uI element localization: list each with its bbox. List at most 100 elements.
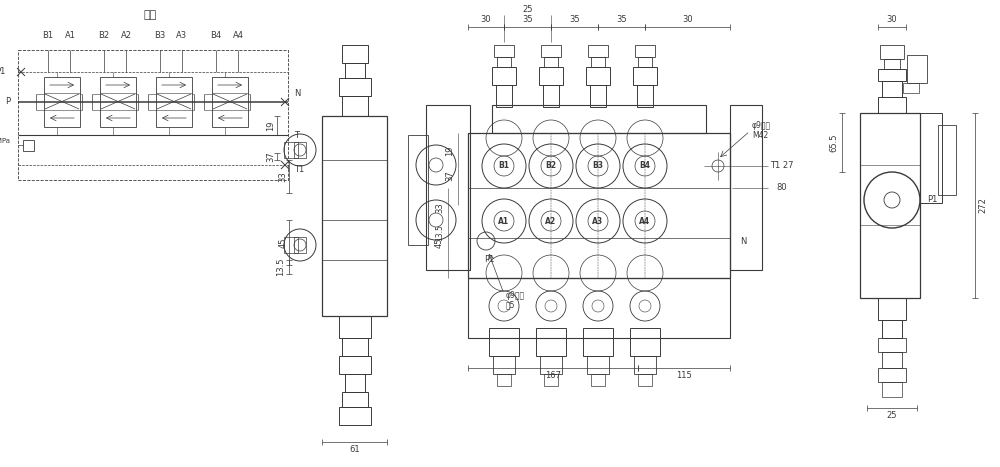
- Text: B2: B2: [98, 31, 110, 41]
- Bar: [539, 67, 563, 85]
- Text: P1: P1: [0, 68, 6, 77]
- Bar: [339, 78, 371, 96]
- Bar: [880, 45, 904, 59]
- Bar: [345, 63, 365, 78]
- Bar: [878, 368, 906, 382]
- Bar: [342, 338, 368, 356]
- Text: T1 27: T1 27: [770, 162, 794, 170]
- Bar: [342, 392, 368, 407]
- Text: A2: A2: [545, 217, 557, 226]
- Bar: [878, 97, 906, 113]
- Text: M42: M42: [752, 130, 768, 140]
- Bar: [635, 45, 655, 57]
- Text: 33: 33: [435, 203, 444, 213]
- Bar: [903, 83, 919, 93]
- Text: 35: 35: [569, 14, 580, 23]
- Text: 30: 30: [887, 14, 897, 23]
- Bar: [322, 116, 387, 316]
- Bar: [494, 45, 514, 57]
- Text: P1: P1: [927, 196, 937, 205]
- Text: 25: 25: [887, 411, 897, 420]
- Bar: [212, 77, 248, 127]
- Text: T: T: [294, 130, 299, 140]
- Bar: [408, 135, 428, 245]
- Text: 18MPa: 18MPa: [0, 138, 10, 144]
- Text: φ9螺纹: φ9螺纹: [752, 121, 771, 130]
- Text: B4: B4: [210, 31, 222, 41]
- Text: 30: 30: [481, 14, 491, 23]
- Text: A1: A1: [64, 31, 76, 41]
- Bar: [630, 328, 660, 356]
- Bar: [44, 77, 80, 127]
- Text: B3: B3: [154, 31, 166, 41]
- Bar: [920, 113, 942, 203]
- Text: 115: 115: [676, 372, 692, 381]
- Text: A4: A4: [232, 31, 244, 41]
- Bar: [637, 85, 653, 107]
- Bar: [345, 374, 365, 392]
- Bar: [536, 328, 566, 356]
- Text: A2: A2: [120, 31, 132, 41]
- Bar: [591, 374, 605, 386]
- Text: 167: 167: [545, 372, 561, 381]
- Bar: [590, 85, 606, 107]
- Bar: [339, 407, 371, 425]
- Bar: [284, 142, 298, 158]
- Bar: [878, 338, 906, 352]
- Bar: [884, 59, 900, 69]
- Bar: [633, 67, 657, 85]
- Text: N: N: [294, 90, 300, 99]
- Bar: [638, 374, 652, 386]
- Bar: [540, 356, 562, 374]
- Bar: [339, 356, 371, 374]
- Text: 共5: 共5: [506, 300, 516, 310]
- Text: P: P: [5, 98, 10, 106]
- Bar: [634, 356, 656, 374]
- Bar: [587, 356, 609, 374]
- Bar: [468, 278, 730, 338]
- Text: A3: A3: [176, 31, 188, 41]
- Text: P1: P1: [484, 255, 494, 263]
- Bar: [493, 356, 515, 374]
- Bar: [342, 45, 368, 63]
- Text: φ9螺纹: φ9螺纹: [506, 291, 525, 300]
- Bar: [156, 77, 192, 127]
- Bar: [878, 298, 906, 320]
- Text: 19: 19: [445, 146, 454, 156]
- Text: B1: B1: [498, 162, 510, 170]
- Bar: [294, 237, 306, 253]
- Text: 35: 35: [616, 14, 627, 23]
- Bar: [860, 113, 920, 298]
- Bar: [468, 133, 730, 278]
- Text: 13.5: 13.5: [435, 225, 444, 241]
- Bar: [18, 50, 288, 180]
- Text: B2: B2: [546, 162, 556, 170]
- Bar: [882, 81, 902, 97]
- Text: 45: 45: [278, 237, 288, 248]
- Bar: [339, 316, 371, 338]
- Text: 30: 30: [682, 14, 693, 23]
- Bar: [882, 382, 902, 397]
- Text: B3: B3: [592, 162, 604, 170]
- Bar: [342, 96, 368, 116]
- Text: 33: 33: [278, 171, 288, 182]
- Text: 61: 61: [349, 446, 360, 454]
- Text: A1: A1: [498, 217, 510, 226]
- Text: B4: B4: [640, 162, 650, 170]
- Bar: [541, 45, 561, 57]
- Text: T1: T1: [294, 164, 304, 174]
- Bar: [588, 45, 608, 57]
- Text: B1: B1: [42, 31, 54, 41]
- Bar: [586, 67, 610, 85]
- Bar: [23, 140, 34, 151]
- Bar: [878, 69, 906, 81]
- Text: 13.5: 13.5: [276, 258, 286, 276]
- Text: 45: 45: [435, 238, 444, 248]
- Text: A3: A3: [592, 217, 604, 226]
- Bar: [543, 85, 559, 107]
- Bar: [938, 125, 956, 195]
- Text: 37: 37: [266, 151, 276, 162]
- Bar: [882, 320, 902, 338]
- Bar: [544, 374, 558, 386]
- Bar: [497, 374, 511, 386]
